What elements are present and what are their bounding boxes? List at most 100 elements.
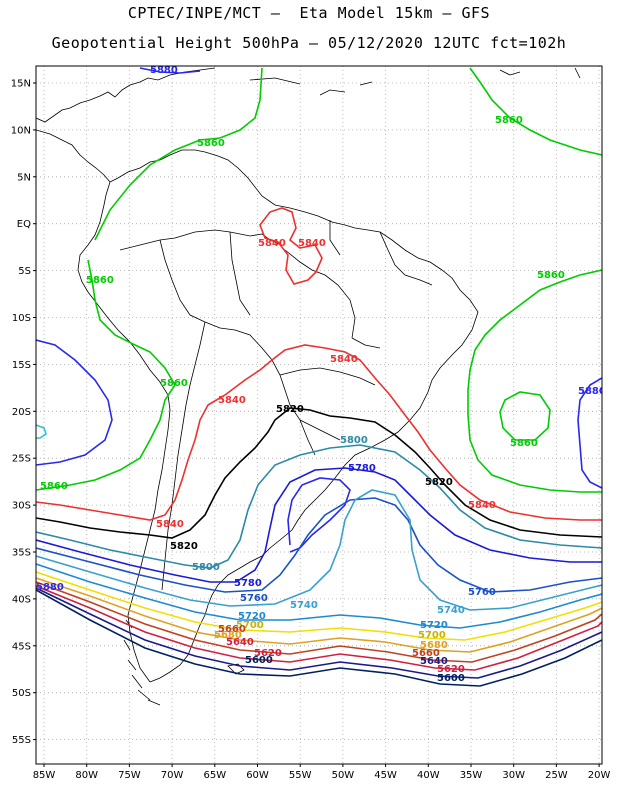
label-5880-top: 5880 [150, 65, 178, 76]
label-5760-b: 5760 [240, 593, 268, 604]
lon-tick-label: 60W [246, 770, 269, 781]
label-5860-oval: 5860 [510, 438, 538, 449]
lat-tick-label: 50S [12, 688, 31, 699]
label-5640-b: 5640 [226, 637, 254, 648]
lon-tick-label: 35W [460, 770, 483, 781]
label-5860-peru: 5860 [86, 275, 114, 286]
lon-tick-label: 45W [374, 770, 397, 781]
contour-5860-north [94, 67, 263, 241]
contour-5640 [36, 585, 602, 671]
label-5840-c: 5840 [330, 354, 358, 365]
lat-tick-label: 10S [12, 313, 31, 324]
lat-tick-label: 5S [18, 266, 31, 277]
lon-tick-label: 40W [417, 770, 440, 781]
contour-5820 [36, 407, 602, 539]
lat-tick-label: 15N [11, 79, 31, 90]
contour-5760 [36, 497, 602, 593]
lon-tick-label: 70W [161, 770, 184, 781]
label-5740-a: 5740 [290, 600, 318, 611]
label-5700-b: 5700 [418, 630, 446, 641]
contour-5860-east [467, 269, 602, 493]
contour-5720 [36, 563, 602, 629]
label-5600-b: 5600 [437, 673, 465, 684]
label-5860-sw: 5860 [40, 481, 68, 492]
longitude-axis: 85W 80W 75W 70W 65W 60W 55W 50W 45W 40W 35W 30W 25W 2… [33, 764, 611, 781]
lon-tick-label: 55W [289, 770, 312, 781]
contour-5880-top [139, 67, 201, 74]
label-5620-a: 5620 [437, 664, 465, 675]
contour-5860-west [87, 259, 176, 386]
chart-title-line1: CPTEC/INPE/MCT – Eta Model 15km – GFS [127, 4, 491, 22]
contour-5780 [36, 467, 602, 583]
lon-tick-label: 65W [203, 770, 226, 781]
label-5860-nw: 5860 [197, 138, 225, 149]
label-5800-b: 5800 [192, 562, 220, 573]
coastline-and-borders [36, 67, 581, 706]
label-5860-e: 5860 [537, 270, 565, 281]
latitude-axis: 15N 10N 5N EQ 5S 10S 15S 20S 25S 30S 35S 40S 45S 50S 5… [11, 79, 36, 746]
label-5840-f: 5840 [156, 519, 184, 530]
lon-tick-label: 50W [332, 770, 355, 781]
label-5720-b: 5720 [420, 620, 448, 631]
label-5880-right: 5880 [578, 386, 606, 397]
contour-5880-right [577, 377, 602, 489]
label-5840-e: 5840 [468, 500, 496, 511]
lon-tick-label: 75W [118, 770, 141, 781]
lat-tick-label: 45S [12, 641, 31, 652]
lat-tick-label: 55S [12, 735, 31, 746]
label-5820-b: 5820 [425, 477, 453, 488]
contour-5680 [36, 577, 602, 653]
south-america-west-coast [77, 181, 171, 683]
south-america-coast [109, 149, 479, 683]
label-5840-b: 5840 [298, 238, 326, 249]
lat-tick-label: 25S [12, 454, 31, 465]
contour-5880-left [36, 339, 113, 466]
label-5740-b: 5740 [437, 605, 465, 616]
contour-5660 [36, 581, 602, 663]
lat-tick-label: 35S [12, 548, 31, 559]
contour-5740 [36, 489, 602, 611]
central-america-coast-south [36, 129, 111, 183]
lat-tick-label: 40S [12, 594, 31, 605]
lat-tick-label: 20S [12, 407, 31, 418]
label-5680-b: 5680 [420, 640, 448, 651]
label-5720-a: 5720 [238, 611, 266, 622]
central-america-coast [36, 67, 216, 123]
map-frame [35, 65, 603, 765]
lon-tick-label: 20W [588, 770, 611, 781]
contour-5880-lake [287, 477, 351, 553]
lat-tick-label: 15S [12, 360, 31, 371]
lon-tick-label: 25W [545, 770, 568, 781]
label-5660-a: 5660 [218, 624, 246, 635]
label-5860-chile: 5860 [160, 378, 188, 389]
contour-5840-west [36, 439, 196, 521]
label-5820-c: 5820 [170, 541, 198, 552]
lon-tick-label: 30W [502, 770, 525, 781]
label-5700-a: 5700 [236, 620, 264, 631]
contour-5600 [36, 589, 602, 687]
lon-tick-label: 80W [75, 770, 98, 781]
contour-cyan-edge [36, 424, 47, 439]
label-5600-a: 5600 [245, 655, 273, 666]
label-5680-a: 5680 [214, 630, 242, 641]
contour-5860-chile [36, 384, 176, 491]
caribbean-islands [249, 67, 581, 96]
lon-tick-label: 85W [33, 770, 56, 781]
contour-5800 [36, 444, 602, 569]
label-5840-d: 5840 [218, 395, 246, 406]
contour-5620 [36, 587, 602, 679]
contour-labels: 5880 5880 5880 5860 5860 5860 5860 5860 … [36, 65, 606, 684]
contour-5860-oval [499, 391, 551, 441]
lat-tick-label: 30S [12, 501, 31, 512]
lat-tick-label: 10N [11, 125, 31, 136]
geopotential-contours [36, 67, 602, 687]
contour-5700 [36, 571, 602, 641]
contour-5860-ne [469, 67, 602, 156]
label-5880-left: 5880 [36, 582, 64, 593]
chile-islands [123, 619, 161, 706]
label-5780-b: 5780 [234, 578, 262, 589]
label-5660-b: 5660 [412, 648, 440, 659]
lat-tick-label: EQ [17, 219, 31, 230]
label-5820-a: 5820 [276, 404, 304, 415]
